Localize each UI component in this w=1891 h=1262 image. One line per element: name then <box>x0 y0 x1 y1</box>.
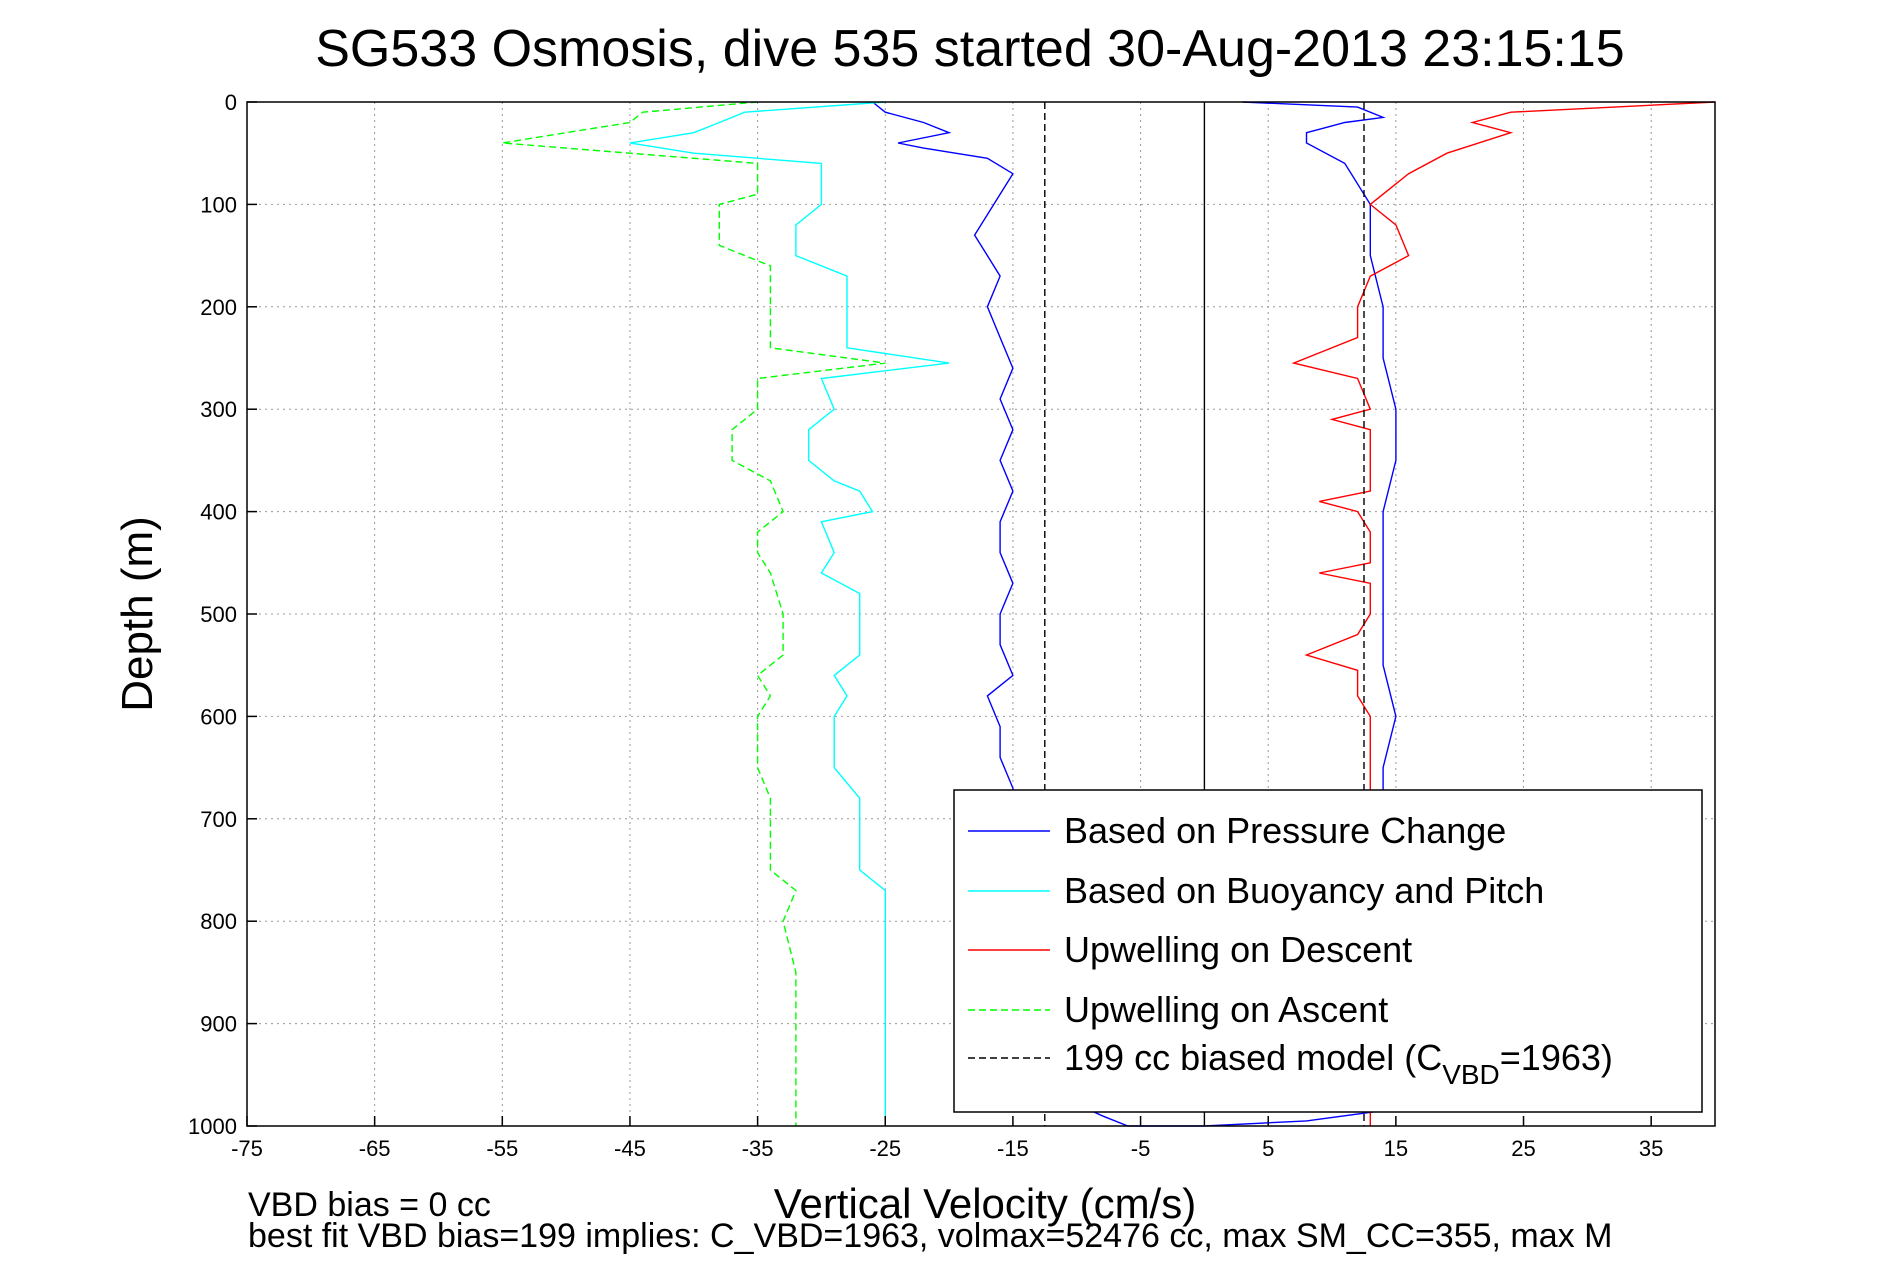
x-tick-label: 15 <box>1384 1136 1408 1161</box>
x-tick-label: 35 <box>1639 1136 1663 1161</box>
y-tick-label: 600 <box>200 704 237 729</box>
series-line-1 <box>629 101 950 1126</box>
x-tick-label: -45 <box>614 1136 646 1161</box>
x-tick-label: -5 <box>1131 1136 1151 1161</box>
legend: Based on Pressure Change Based on Buoyanc… <box>953 789 1703 1113</box>
legend-label: Upwelling on Descent <box>1064 929 1412 970</box>
x-tick-label: -75 <box>231 1136 263 1161</box>
vbd-bias-note: VBD bias = 0 cc <box>248 1186 491 1224</box>
y-tick-label: 0 <box>225 90 237 115</box>
x-tick-label: -65 <box>359 1136 391 1161</box>
x-tick-label: 5 <box>1262 1136 1274 1161</box>
x-tick-label: -15 <box>997 1136 1029 1161</box>
legend-box <box>953 789 1703 1113</box>
legend-label: Based on Buoyancy and Pitch <box>1064 870 1544 911</box>
x-tick-label: -25 <box>869 1136 901 1161</box>
y-tick-label: 900 <box>200 1012 237 1037</box>
y-tick-label: 200 <box>200 295 237 320</box>
best-fit-note: best fit VBD bias=199 implies: C_VBD=196… <box>248 1217 1612 1255</box>
y-axis-label: Depth (m) <box>113 516 162 712</box>
y-tick-label: 300 <box>200 397 237 422</box>
legend-label: Upwelling on Ascent <box>1064 989 1388 1030</box>
axis-ticks: -75 -65 -55 -45 -35 -25 -15 -5 5 15 25 350100200300… <box>188 90 1663 1161</box>
y-tick-label: 500 <box>200 602 237 627</box>
y-tick-label: 400 <box>200 500 237 525</box>
y-tick-label: 800 <box>200 909 237 934</box>
y-tick-label: 1000 <box>188 1114 237 1139</box>
x-tick-label: 25 <box>1511 1136 1535 1161</box>
x-tick-label: -35 <box>742 1136 774 1161</box>
chart-title: SG533 Osmosis, dive 535 started 30-Aug-2… <box>315 20 1624 78</box>
legend-label: Based on Pressure Change <box>1064 810 1506 851</box>
x-axis-label: Vertical Velocity (cm/s) <box>774 1180 1196 1227</box>
x-tick-label: -55 <box>486 1136 518 1161</box>
y-tick-label: 700 <box>200 807 237 832</box>
series-line-3 <box>502 101 886 1126</box>
y-tick-label: 100 <box>200 192 237 217</box>
